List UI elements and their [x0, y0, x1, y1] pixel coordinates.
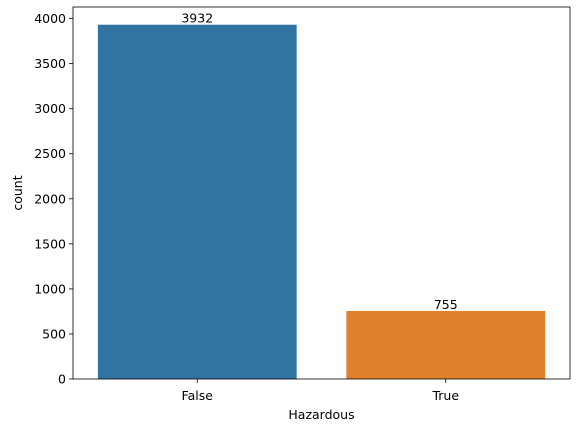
data-label-true: 755: [434, 297, 458, 312]
x-tick-label: False: [182, 388, 214, 403]
x-axis-ticks: False True: [182, 379, 459, 403]
y-tick-label: 500: [42, 326, 66, 341]
y-tick-label: 0: [58, 372, 66, 387]
x-tick-label: True: [431, 388, 459, 403]
y-tick-label: 2000: [34, 191, 66, 206]
bar-false: [97, 24, 297, 379]
y-tick-label: 2500: [34, 146, 66, 161]
y-axis-label: count: [10, 175, 25, 210]
bars-group: [97, 24, 546, 379]
y-tick-label: 3500: [34, 56, 66, 71]
y-tick-label: 1500: [34, 236, 66, 251]
y-axis-ticks: 0 500 1000 1500 2000 2500 3000 3500 4000: [34, 11, 73, 387]
y-tick-label: 3000: [34, 101, 66, 116]
plot-frame: [72, 6, 571, 380]
bar-true: [346, 310, 546, 379]
data-label-false: 3932: [181, 11, 213, 26]
y-tick-label: 1000: [34, 281, 66, 296]
y-tick-label: 4000: [34, 11, 66, 26]
data-labels-group: 3932 755: [181, 11, 457, 312]
x-axis-label: Hazardous: [288, 407, 354, 422]
